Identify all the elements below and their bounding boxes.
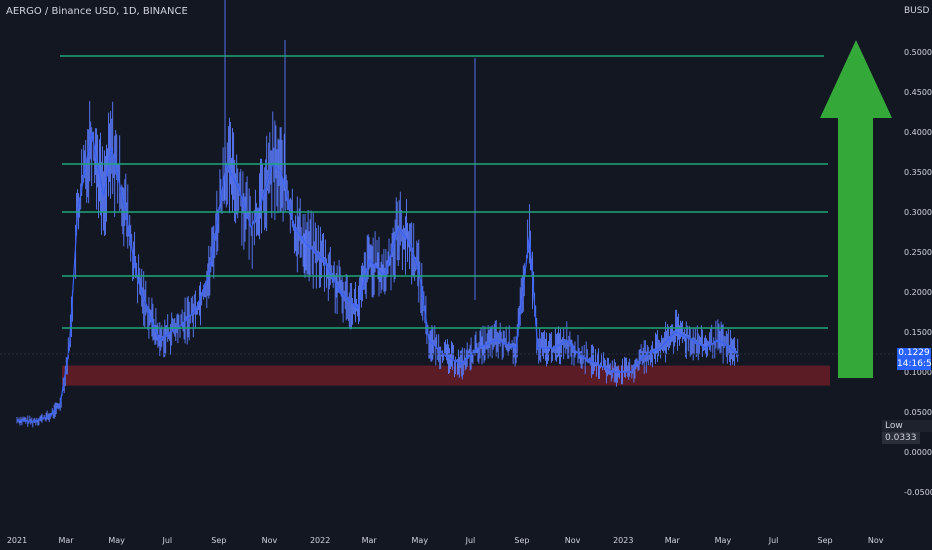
x-tick-label: Mar <box>665 536 681 545</box>
chart-title: AERGO / Binance USD, 1D, BINANCE <box>6 6 188 17</box>
x-tick-label: 2023 <box>613 536 633 545</box>
y-tick-label: 0.2000 <box>904 288 932 297</box>
price-series <box>16 0 740 428</box>
y-tick-label: 0.4500 <box>904 88 932 97</box>
y-tick-label: 0.2500 <box>904 248 932 257</box>
y-tick-label: 0.0500 <box>904 408 932 417</box>
up-arrow-icon <box>820 40 892 378</box>
x-tick-label: May <box>412 536 429 545</box>
x-tick-label: Nov <box>262 536 278 545</box>
x-tick-label: Jul <box>161 536 172 545</box>
y-axis: 0.5000 0.4500 0.4000 0.3500 0.3000 0.2500 0.20… <box>904 48 932 497</box>
y-tick-label: 0.1000 <box>904 368 932 377</box>
x-tick-label: 2022 <box>310 536 330 545</box>
y-tick-label: 0.4000 <box>904 128 932 137</box>
y-tick-label: 0.1500 <box>904 328 932 337</box>
y-tick-label: 0.5000 <box>904 48 932 57</box>
x-tick-label: Nov <box>868 536 884 545</box>
y-tick-label: 0.3000 <box>904 208 932 217</box>
x-tick-label: Nov <box>565 536 581 545</box>
y-tick-label: -0.0500 <box>904 488 932 497</box>
current-price: 0.1229 <box>898 348 930 358</box>
x-tick-label: May <box>108 536 125 545</box>
y-tick-label: 0.3500 <box>904 168 932 177</box>
currency-label: BUSD <box>904 6 930 16</box>
low-price-badge: Low0.0333 <box>882 420 932 444</box>
current-price-badge: 0.1229 14:16:50 <box>897 348 932 370</box>
x-tick-label: Sep <box>211 536 226 545</box>
support-zone-rect <box>62 365 830 386</box>
price-line <box>16 131 740 423</box>
low-label: Low <box>885 421 903 431</box>
y-tick-label: 0.0000 <box>904 448 932 457</box>
candle-countdown: 14:16:50 <box>897 359 932 369</box>
x-tick-label: Jul <box>768 536 779 545</box>
x-tick-label: Sep <box>818 536 833 545</box>
low-value: 0.0333 <box>882 432 920 444</box>
x-tick-label: Jul <box>465 536 476 545</box>
resistance-levels <box>0 55 895 355</box>
x-tick-label: May <box>715 536 732 545</box>
x-tick-label: 2021 <box>7 536 27 545</box>
x-tick-label: Mar <box>58 536 74 545</box>
support-zone <box>62 365 830 386</box>
x-tick-label: Sep <box>514 536 529 545</box>
x-tick-label: Mar <box>362 536 378 545</box>
x-axis: 2021 Mar May Jul Sep Nov 2022 Mar May Jul Sep Nov 20… <box>7 536 884 545</box>
